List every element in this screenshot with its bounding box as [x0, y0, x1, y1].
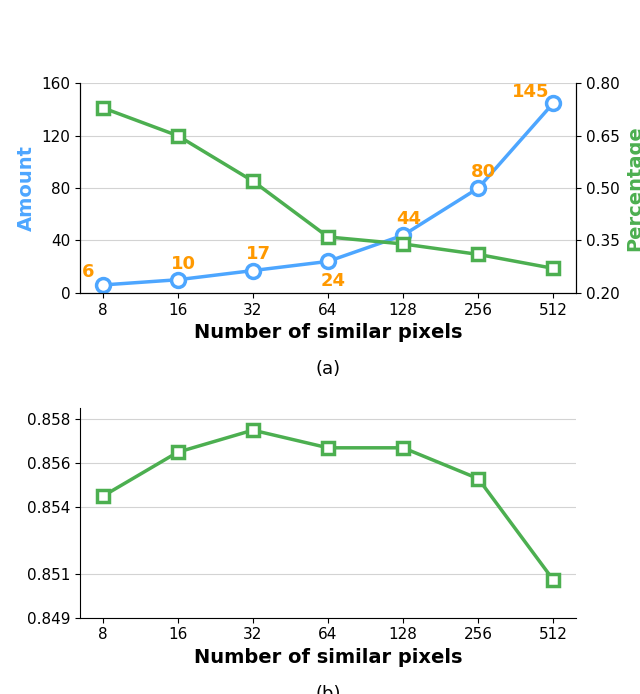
Text: 80: 80 — [471, 163, 497, 181]
Y-axis label: Amount: Amount — [17, 145, 36, 231]
Text: (b): (b) — [316, 685, 340, 694]
Text: 44: 44 — [396, 210, 421, 228]
Text: 145: 145 — [512, 83, 549, 101]
Y-axis label: Percentage: Percentage — [625, 125, 640, 251]
Text: 17: 17 — [246, 246, 271, 264]
X-axis label: Number of similar pixels: Number of similar pixels — [194, 323, 462, 342]
Text: 6: 6 — [82, 262, 94, 280]
Text: (a): (a) — [316, 360, 340, 378]
X-axis label: Number of similar pixels: Number of similar pixels — [194, 648, 462, 667]
Text: 24: 24 — [321, 273, 346, 290]
Text: 10: 10 — [171, 255, 196, 273]
